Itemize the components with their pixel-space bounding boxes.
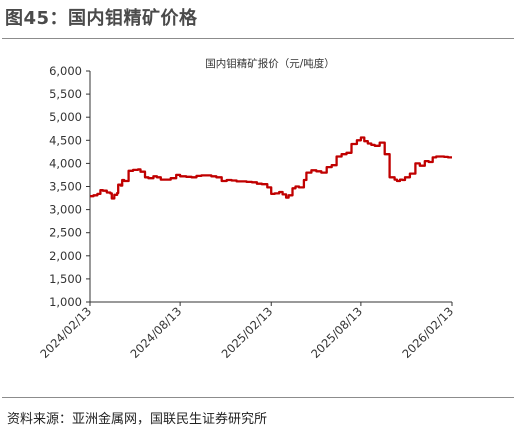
y-tick-label: 2,000	[49, 249, 82, 263]
line-chart: 国内钼精矿报价（元/吨度） 6,000 5,500 5,000 4,500 4,000 3…	[37, 57, 456, 361]
y-tick-label: 4,500	[49, 133, 82, 147]
x-tick-label: 2026/02/13	[399, 304, 456, 361]
top-rule	[2, 38, 514, 39]
x-tick-label: 2025/08/13	[308, 304, 365, 361]
source-note: 资料来源：亚洲金属网，国联民生证券研究所	[7, 412, 268, 427]
y-tick-label: 4,000	[49, 156, 82, 170]
y-tick-label: 1,000	[49, 295, 82, 309]
y-axis: 6,000 5,500 5,000 4,500 4,000 3,500 3,000 2,500…	[49, 64, 91, 309]
x-tick-label: 2025/02/13	[219, 304, 276, 361]
x-tick-label: 2024/02/13	[37, 304, 94, 361]
bottom-rule	[2, 397, 514, 398]
legend-label: 国内钼精矿报价（元/吨度）	[205, 57, 335, 70]
y-tick-label: 5,000	[49, 110, 82, 124]
y-tick-label: 1,500	[49, 272, 82, 286]
y-tick-label: 2,500	[49, 226, 82, 240]
y-tick-label: 3,000	[49, 203, 82, 217]
series-line	[90, 136, 452, 200]
y-tick-label: 6,000	[49, 64, 82, 78]
y-tick-label: 5,500	[49, 87, 82, 101]
x-tick-label: 2024/08/13	[127, 304, 184, 361]
y-tick-label: 3,500	[49, 180, 82, 194]
figure-title: 图45：国内钼精矿价格	[5, 8, 198, 29]
x-axis: 2024/02/13 2024/08/13 2025/02/13 2025/08/13…	[37, 301, 456, 361]
